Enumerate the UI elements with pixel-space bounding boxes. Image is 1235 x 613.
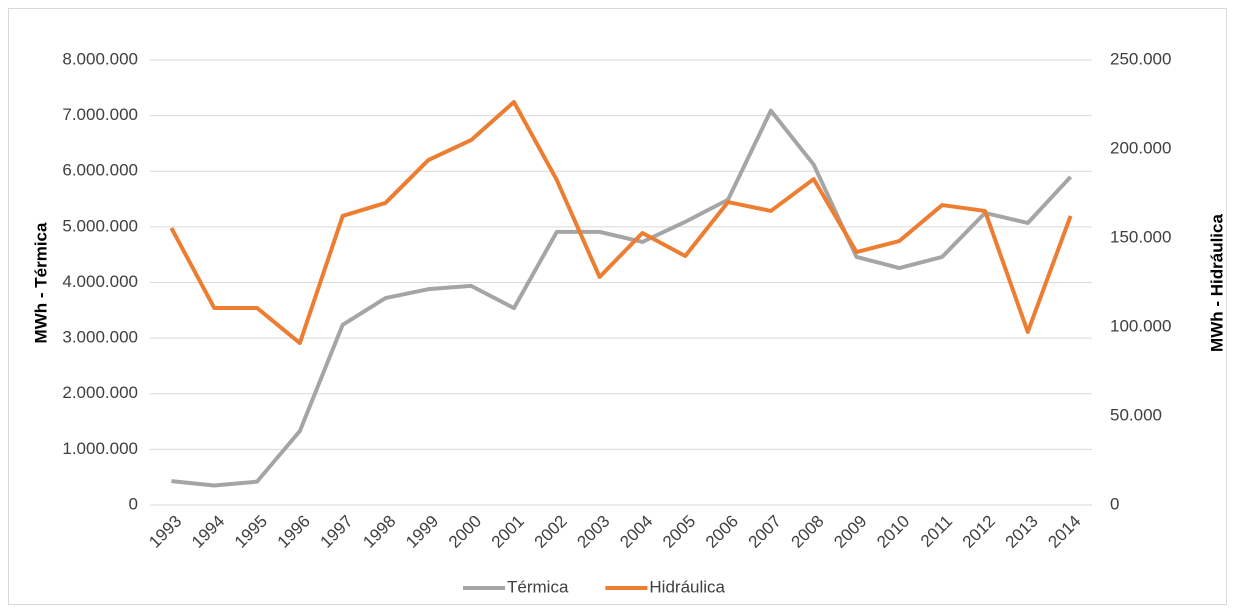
y-axis-title: MWh - Térmica (31, 222, 50, 343)
y-tick-label: 4.000.000 (62, 272, 138, 291)
legend-label: Hidráulica (649, 577, 725, 596)
y2-tick-label: 200.000 (1110, 138, 1171, 157)
y-tick-label: 8.000.000 (62, 49, 138, 68)
y2-tick-label: 50.000 (1110, 405, 1162, 424)
y-tick-label: 2.000.000 (62, 383, 138, 402)
y-tick-label: 3.000.000 (62, 328, 138, 347)
y2-tick-label: 150.000 (1110, 227, 1171, 246)
y2-tick-label: 250.000 (1110, 49, 1171, 68)
line-series (171, 108, 1073, 488)
legend-label: Térmica (507, 577, 569, 596)
y-tick-label: 6.000.000 (62, 161, 138, 180)
chart-border (8, 8, 1227, 605)
y-tick-label: 5.000.000 (62, 216, 138, 235)
y-tick-label: 1.000.000 (62, 439, 138, 458)
y-tick-label: 7.000.000 (62, 105, 138, 124)
y2-axis-title: MWh - Hidráulica (1207, 214, 1226, 352)
y-tick-label: 0 (129, 494, 138, 513)
line-series (169, 100, 1073, 346)
y2-tick-label: 100.000 (1110, 316, 1171, 335)
y2-tick-label: 0 (1110, 494, 1119, 513)
